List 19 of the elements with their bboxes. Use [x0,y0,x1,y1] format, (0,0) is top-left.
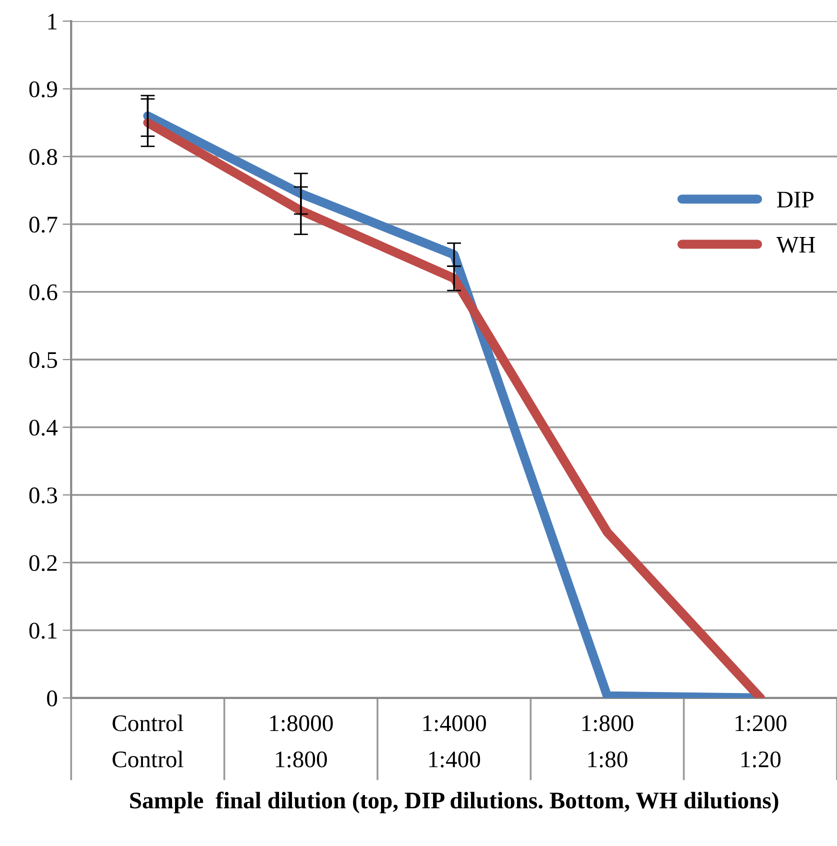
y-tick-label: 0.1 [29,622,57,639]
x-tick-label: 1:800 1:80 [582,715,634,768]
y-tick-label: 0.9 [29,81,57,98]
x-axis-title: Sample final dilution (top, DIP dilutions. Bottom, WH dilutions) [130,792,778,814]
x-tick-label: 1:8000 1:800 [270,715,333,768]
y-tick-label: 1 [48,14,57,30]
legend-label: WH [776,237,816,253]
x-tick-label: 1:4000 1:400 [423,715,486,768]
y-tick-label: 0.5 [29,352,58,368]
x-tick-label: 1:200 1:20 [736,715,786,768]
legend-label: DIP [777,192,814,208]
x-tick-label: Control Control [112,714,184,768]
y-tick-label: 0 [47,690,58,706]
y-tick-label: 0.7 [29,216,58,233]
y-tick-label: 0.8 [29,149,58,166]
y-tick-label: 0.3 [29,487,58,504]
y-tick-label: 0.6 [29,284,58,300]
y-tick-label: 0.2 [29,555,57,572]
y-tick-label: 0.4 [29,420,58,436]
